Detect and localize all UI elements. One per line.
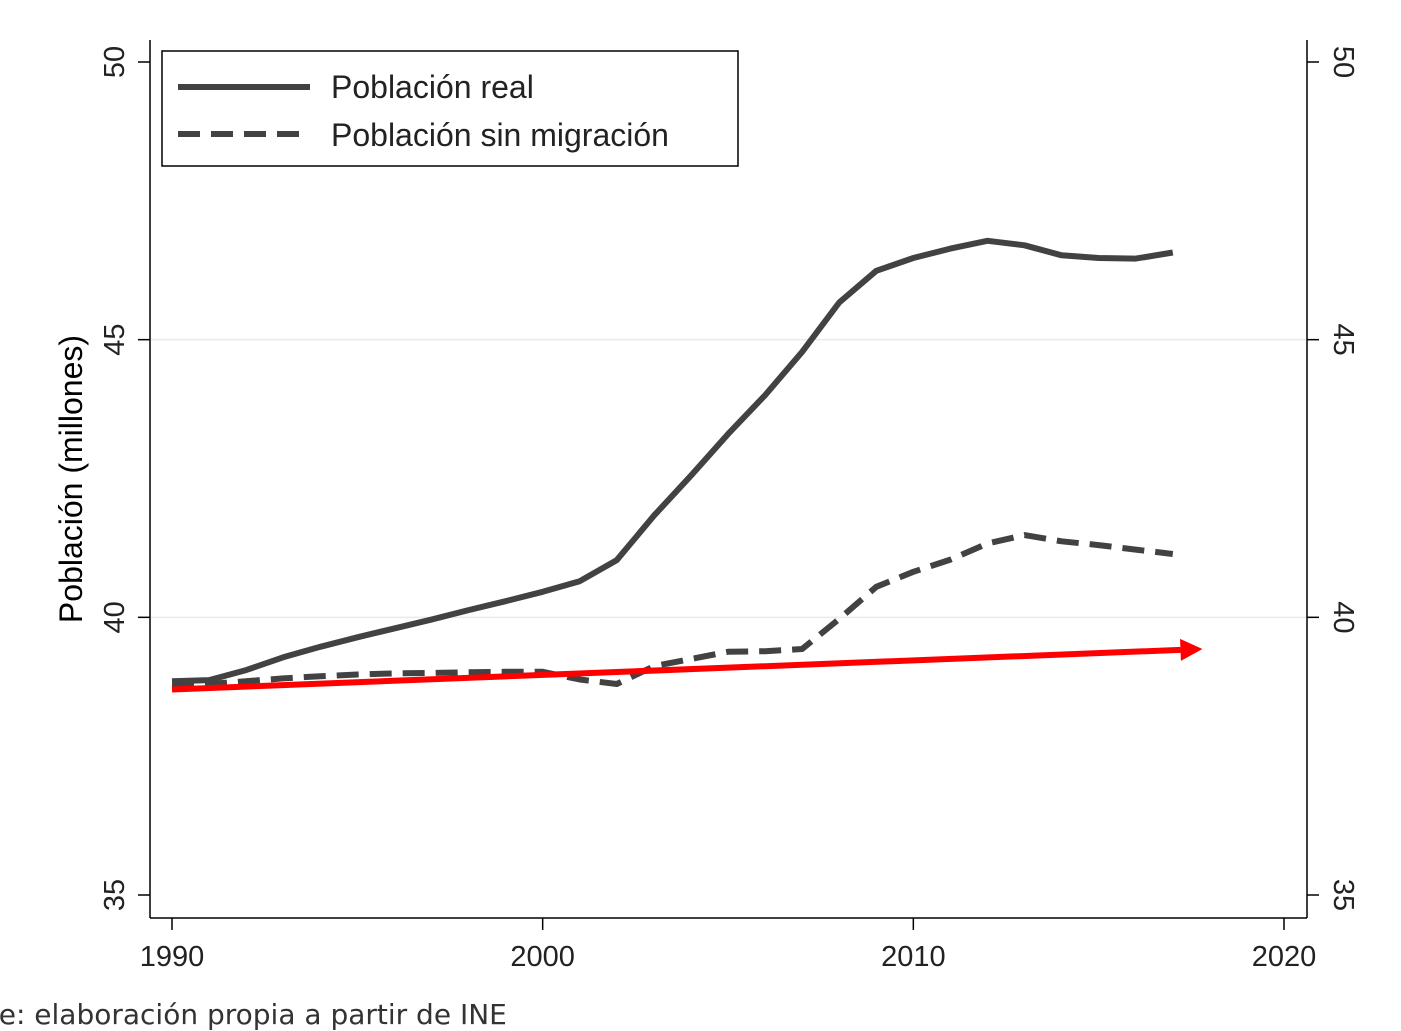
x-tick-label: 2020 (1252, 941, 1317, 973)
legend: Población real Población sin migración (161, 50, 739, 167)
data-series (171, 237, 1203, 693)
series-line-sin-migracion (172, 532, 1174, 687)
y-axis-title: Población (millones) (53, 335, 89, 623)
y-tick-label-right: 40 (1327, 601, 1359, 633)
series-line-real (171, 237, 1174, 685)
y-tick-label-left: 35 (99, 879, 131, 911)
legend-label-real: Población real (331, 69, 534, 105)
y-tick-label-right: 45 (1327, 324, 1359, 356)
y-tick-label-left: 40 (99, 601, 131, 633)
axes (149, 40, 1308, 919)
trend-arrow-head (1180, 638, 1203, 661)
trend-arrow-line (171, 646, 1181, 693)
legend-box (161, 50, 739, 167)
legend-label-no-migration: Población sin migración (331, 117, 669, 153)
x-tick-label: 1990 (140, 941, 205, 973)
y-tick-label-right: 50 (1327, 46, 1359, 78)
y-tick-label-left: 50 (99, 46, 131, 78)
y-tick-label-right: 35 (1327, 879, 1359, 911)
y-tick-label-left: 45 (99, 324, 131, 356)
x-tick-label: 2000 (510, 941, 575, 973)
tick-marks-and-labels: 35 35 40 40 45 45 50 50 1990 2000 2010 2020 (99, 46, 1359, 973)
x-tick-label: 2010 (881, 941, 946, 973)
gridlines (151, 338, 1306, 619)
